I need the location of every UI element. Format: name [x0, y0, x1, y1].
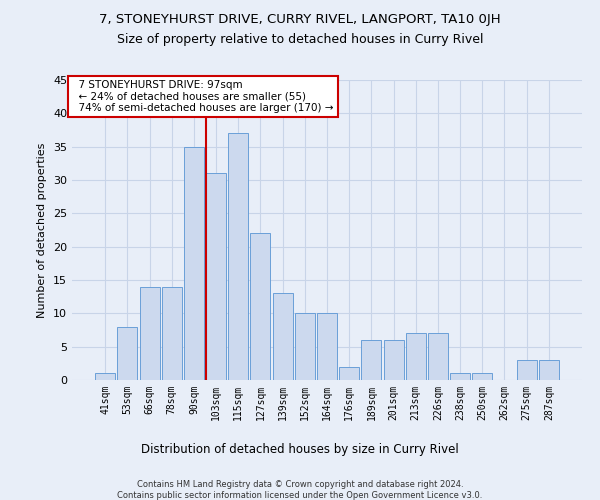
- Text: Size of property relative to detached houses in Curry Rivel: Size of property relative to detached ho…: [117, 32, 483, 46]
- Bar: [250, 234, 271, 380]
- Text: 7 STONEYHURST DRIVE: 97sqm
  ← 24% of detached houses are smaller (55)
  74% of : 7 STONEYHURST DRIVE: 97sqm ← 24% of deta…: [72, 80, 334, 113]
- Text: Contains HM Land Registry data © Crown copyright and database right 2024.: Contains HM Land Registry data © Crown c…: [137, 480, 463, 489]
- Bar: [184, 146, 204, 380]
- Bar: [339, 366, 359, 380]
- Bar: [539, 360, 559, 380]
- Text: Distribution of detached houses by size in Curry Rivel: Distribution of detached houses by size …: [141, 442, 459, 456]
- Bar: [118, 326, 137, 380]
- Text: 7, STONEYHURST DRIVE, CURRY RIVEL, LANGPORT, TA10 0JH: 7, STONEYHURST DRIVE, CURRY RIVEL, LANGP…: [99, 12, 501, 26]
- Bar: [450, 374, 470, 380]
- Bar: [406, 334, 426, 380]
- Bar: [517, 360, 536, 380]
- Bar: [383, 340, 404, 380]
- Bar: [272, 294, 293, 380]
- Bar: [361, 340, 382, 380]
- Y-axis label: Number of detached properties: Number of detached properties: [37, 142, 47, 318]
- Bar: [295, 314, 315, 380]
- Bar: [472, 374, 492, 380]
- Bar: [162, 286, 182, 380]
- Bar: [206, 174, 226, 380]
- Bar: [428, 334, 448, 380]
- Bar: [140, 286, 160, 380]
- Bar: [317, 314, 337, 380]
- Text: Contains public sector information licensed under the Open Government Licence v3: Contains public sector information licen…: [118, 491, 482, 500]
- Bar: [228, 134, 248, 380]
- Bar: [95, 374, 115, 380]
